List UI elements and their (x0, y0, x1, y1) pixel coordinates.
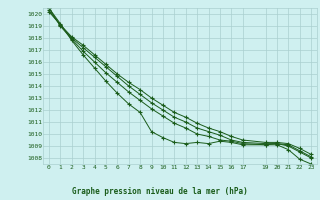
Text: Graphe pression niveau de la mer (hPa): Graphe pression niveau de la mer (hPa) (72, 187, 248, 196)
